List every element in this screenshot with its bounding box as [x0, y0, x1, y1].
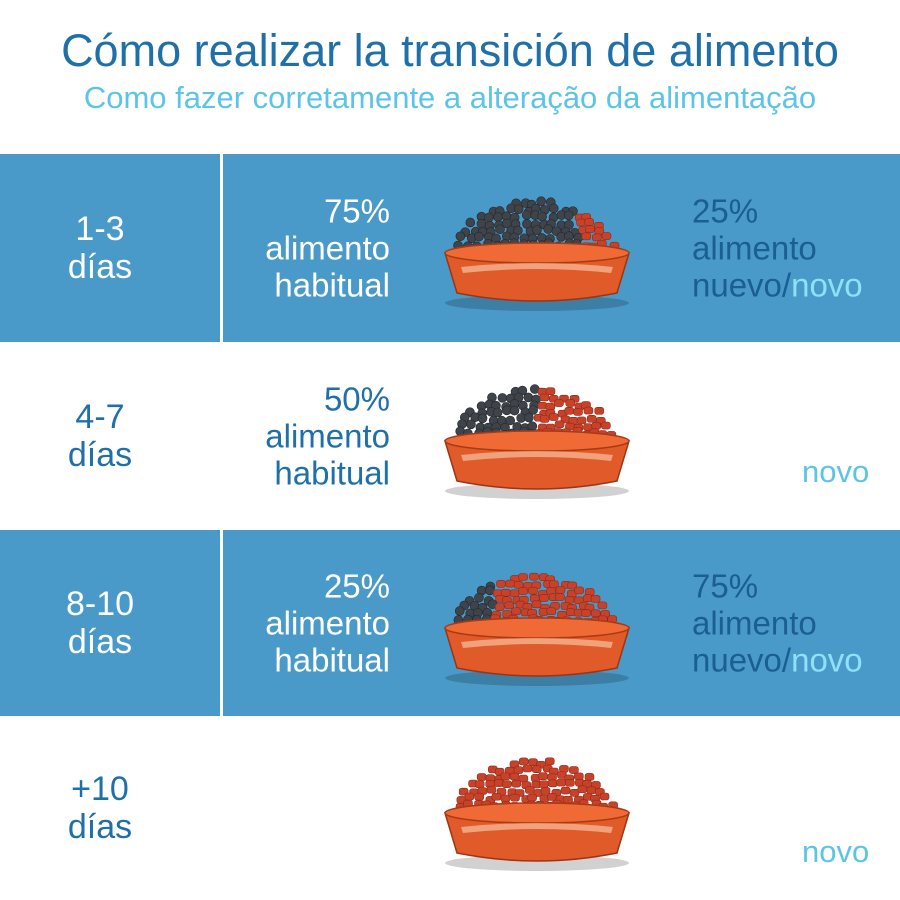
days-unit: días: [67, 623, 133, 661]
stage-row-4-7: 4-7 días 50% alimento habitual novo: [0, 342, 900, 530]
days-range: 4-7: [75, 398, 125, 436]
old-food-label: 75% alimento habitual: [170, 193, 390, 304]
old-food-percent: 75%: [323, 192, 390, 230]
new-food-type-es: nuevo/: [692, 641, 792, 679]
bowl-rim: [444, 617, 630, 639]
days-label: 8-10 días: [0, 585, 200, 661]
days-range: 8-10: [65, 585, 135, 623]
old-food-label: 50% alimento habitual: [170, 381, 390, 492]
days-range: +10: [71, 770, 129, 808]
days-unit: días: [67, 808, 133, 846]
days-unit: días: [67, 436, 133, 474]
page-subtitle: Como fazer corretamente a alteração da a…: [83, 80, 817, 115]
old-food-word: alimento: [265, 229, 390, 267]
stage-row-1-3: 1-3 días 75% alimento habitual 25% alime…: [0, 154, 900, 342]
old-food-type: habitual: [274, 266, 390, 304]
old-food-word: alimento: [265, 604, 390, 642]
old-food-word: alimento: [265, 417, 390, 455]
bowl-highlight: [461, 451, 613, 461]
old-food-percent: 25%: [323, 567, 390, 605]
stage-row-8-10: 8-10 días 25% alimento habitual 75% alim…: [0, 530, 900, 716]
new-food-type-pt: novo: [791, 266, 863, 304]
food-bowl-image: [444, 384, 630, 499]
food-bowl-image: [444, 196, 630, 311]
new-food-label: 25% alimento nuevo/novo: [692, 193, 897, 304]
food-bowl-image: [444, 757, 630, 871]
days-unit: días: [67, 248, 133, 286]
bowl-rim: [444, 242, 630, 264]
days-label: 1-3 días: [0, 210, 200, 286]
new-food-label: 75% alimento nuevo/novo: [692, 568, 897, 679]
old-food-percent: 50%: [323, 380, 390, 418]
old-food-label: 25% alimento habitual: [170, 568, 390, 679]
bowl-rim: [444, 430, 630, 452]
new-food-percent: 75%: [692, 567, 759, 605]
old-food-type: habitual: [274, 454, 390, 492]
novo-label: novo: [802, 454, 870, 489]
days-label: 4-7 días: [0, 398, 200, 474]
row-divider: [220, 154, 223, 342]
new-food-percent: 25%: [692, 192, 759, 230]
stage-row-10-plus: +10 días novo: [0, 716, 900, 900]
food-bowl-image: [444, 572, 630, 686]
days-range: 1-3: [75, 210, 125, 248]
kibble-mound: [455, 384, 617, 440]
novo-label: novo: [802, 834, 870, 869]
new-food-word: alimento: [692, 604, 817, 642]
days-label: +10 días: [0, 770, 200, 846]
new-food-type-es: nuevo/: [692, 266, 792, 304]
new-food-word: alimento: [692, 229, 817, 267]
page-title: Cómo realizar la transición de alimento: [61, 25, 839, 76]
bowl-highlight: [461, 263, 613, 273]
bowl-rim: [444, 802, 630, 824]
new-food-type-pt: novo: [791, 641, 863, 679]
bowl-highlight: [461, 638, 613, 648]
bowl-highlight: [461, 823, 613, 833]
row-divider: [220, 530, 223, 716]
old-food-type: habitual: [274, 641, 390, 679]
